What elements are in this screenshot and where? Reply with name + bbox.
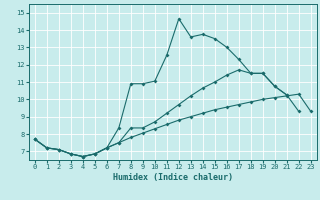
X-axis label: Humidex (Indice chaleur): Humidex (Indice chaleur) xyxy=(113,173,233,182)
